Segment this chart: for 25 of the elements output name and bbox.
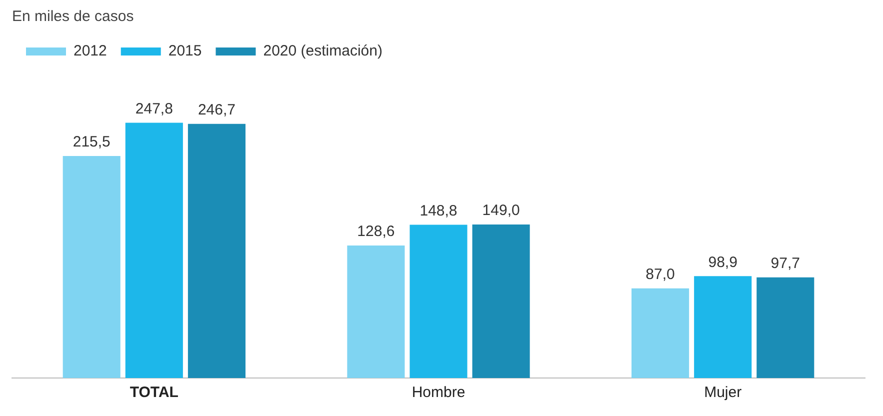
legend-label: 2020 (estimación) xyxy=(263,42,382,60)
data-label: 98,9 xyxy=(708,254,738,271)
data-label: 97,7 xyxy=(770,255,800,272)
legend-label: 2012 xyxy=(74,42,107,60)
data-label: 215,5 xyxy=(72,134,110,151)
data-label: 148,8 xyxy=(420,202,458,220)
bar xyxy=(756,277,814,378)
data-label: 128,6 xyxy=(357,223,395,240)
bar xyxy=(632,288,690,378)
x-tick-label: Mujer xyxy=(704,384,742,402)
bar xyxy=(347,246,405,378)
bar xyxy=(125,122,183,378)
bar xyxy=(410,224,468,378)
chart-subtitle: En miles de casos xyxy=(12,8,134,26)
x-tick-label: Hombre xyxy=(412,384,466,402)
legend-label: 2015 xyxy=(168,42,202,60)
bar xyxy=(694,276,752,378)
bar xyxy=(188,124,246,378)
data-label: 149,0 xyxy=(482,202,520,220)
bar xyxy=(62,156,120,378)
x-tick-label: TOTAL xyxy=(130,384,178,402)
data-label: 247,8 xyxy=(135,100,173,118)
bar xyxy=(472,224,530,378)
data-label: 246,7 xyxy=(198,102,236,119)
data-label: 87,0 xyxy=(646,266,675,284)
